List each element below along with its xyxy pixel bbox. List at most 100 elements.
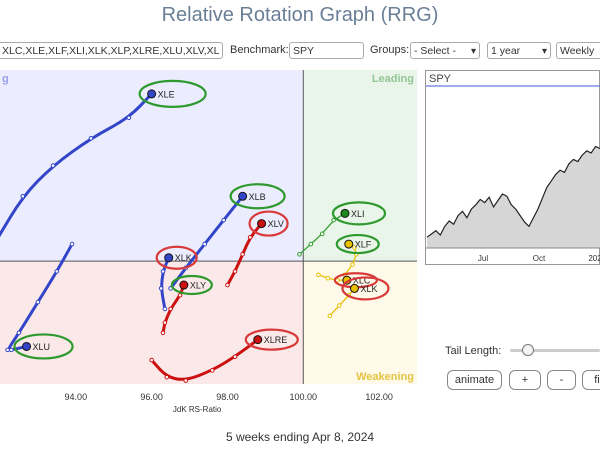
interval-select[interactable]: Weekly xyxy=(556,42,600,59)
mini-x-tick-label: Jul xyxy=(478,254,488,263)
lagging-quadrant xyxy=(0,261,304,384)
tail-xle xyxy=(0,92,154,238)
highlight-ring-xlre xyxy=(244,328,299,351)
page-title: Relative Rotation Graph (RRG) xyxy=(161,4,439,26)
tail-xlp xyxy=(329,287,356,317)
tail-length-label: Tail Length: xyxy=(445,345,502,357)
label-xlp: XLK xyxy=(360,284,377,294)
tail-point-xly xyxy=(162,320,168,325)
x-tick-label: 102.00 xyxy=(365,392,393,402)
marker-xlk: XLK xyxy=(155,245,198,270)
tail-point-xly xyxy=(168,306,173,312)
animate-button[interactable]: animate xyxy=(447,370,502,390)
tail-point-xle xyxy=(126,115,132,121)
tail-point-xlre xyxy=(209,368,215,373)
tail-length-slider-track[interactable] xyxy=(510,349,600,352)
marker-xle: XLE xyxy=(138,79,207,108)
head-point-xlv xyxy=(257,219,267,229)
label-xlf: XLF xyxy=(355,240,372,250)
minus-button[interactable]: - xyxy=(547,370,576,390)
head-point-xlf xyxy=(344,239,354,249)
tail-xlc xyxy=(317,274,348,281)
tail-point-xlf xyxy=(352,245,357,250)
mini-x-tick-label: Oct xyxy=(533,254,546,263)
groups-label: Groups: xyxy=(370,44,410,56)
leading-label: Leading xyxy=(372,73,414,85)
tail-point-xlb xyxy=(221,217,226,223)
improving-label: g xyxy=(2,73,9,85)
tail-point-xlre xyxy=(232,354,238,359)
tail-point-xlp xyxy=(336,303,342,308)
highlight-ring-xlf xyxy=(335,233,380,255)
highlight-ring-xli xyxy=(331,201,387,226)
tail-point-xlu xyxy=(54,269,60,274)
marker-xlu: XLU xyxy=(13,333,74,360)
tail-point-xlf xyxy=(350,262,355,267)
label-xlu: XLU xyxy=(33,342,51,352)
x-axis: 94.00 96.00 98.00 100.00 102.00 JdK RS-Ratio xyxy=(65,392,393,414)
fit-button[interactable]: fi xyxy=(582,370,600,390)
benchmark-price-chart: SPY Jul Oct 202 xyxy=(425,70,600,265)
tail-point-xlu xyxy=(69,241,75,247)
weakening-label: Weakening xyxy=(356,371,414,383)
tail-point-xly xyxy=(177,292,183,298)
plus-button[interactable]: + xyxy=(509,370,541,390)
tail-point-xli xyxy=(319,231,325,237)
tail-point-xlv xyxy=(247,234,253,240)
tail-point-xlk xyxy=(162,306,168,312)
tail-point-xlv xyxy=(240,252,245,257)
symbols-input[interactable]: XLC,XLE,XLF,XLI,XLK,XLP,XLRE,XLU,XLV,XL xyxy=(0,42,223,59)
highlight-ring-xle xyxy=(138,79,207,108)
tail-point-xli xyxy=(308,241,314,247)
groups-select[interactable]: - Select - xyxy=(410,42,480,59)
tail-point-xlc xyxy=(316,272,321,278)
tail-point-xlc xyxy=(325,275,331,281)
label-xly: XLY xyxy=(190,281,206,291)
head-point-xlu xyxy=(22,341,32,351)
tail-point-xlp xyxy=(327,313,333,319)
marker-xlre: XLRE xyxy=(244,328,299,351)
highlight-ring-xlv xyxy=(248,210,289,237)
period-select[interactable]: 1 year xyxy=(487,42,551,59)
tail-point-xlk xyxy=(160,269,166,274)
tail-point-xle xyxy=(20,193,26,199)
label-xlc: XLC xyxy=(353,276,371,286)
mini-chart-symbol: SPY xyxy=(429,73,452,85)
head-point-xlb xyxy=(238,191,248,201)
label-xlre: XLRE xyxy=(264,335,288,345)
head-point-xlre xyxy=(253,335,263,345)
highlight-ring-xlu xyxy=(13,333,74,360)
rrg-chart: Leading Weakening g XLE XLU XLB XLK XLY XLV XLRE X… xyxy=(0,70,417,384)
tail-point-xlv xyxy=(232,269,238,274)
price-area xyxy=(427,146,600,248)
head-point-xlp xyxy=(349,283,359,293)
tail-point-xlk xyxy=(158,286,164,291)
x-tick-label: 100.00 xyxy=(290,392,318,402)
tail-point-xle xyxy=(88,135,94,141)
label-xle: XLE xyxy=(158,89,175,99)
date-range-caption: 5 weeks ending Apr 8, 2024 xyxy=(225,430,375,444)
tail-point-xlu xyxy=(16,330,22,336)
tail-point-xlre xyxy=(164,374,170,380)
marker-xli: XLI xyxy=(331,201,387,226)
highlight-ring-xlk xyxy=(155,245,198,270)
weakening-quadrant xyxy=(303,261,417,384)
tail-length-slider-handle[interactable] xyxy=(522,344,534,356)
x-tick-label: 94.00 xyxy=(65,392,88,402)
highlight-ring-xlp xyxy=(341,276,390,301)
tail-xlre xyxy=(150,338,260,381)
tail-point-xlv xyxy=(225,282,230,288)
marker-xlf: XLF xyxy=(335,233,380,255)
benchmark-input[interactable]: SPY xyxy=(289,42,364,59)
tail-point-xlre xyxy=(149,357,154,363)
label-xli: XLI xyxy=(351,209,365,219)
benchmark-label: Benchmark: xyxy=(230,44,289,56)
x-tick-label: 98.00 xyxy=(216,392,239,402)
tail-point-xlb xyxy=(202,241,208,247)
tail-point-xlu xyxy=(5,347,10,353)
label-xlb: XLB xyxy=(249,192,266,202)
x-axis-title: JdK RS-Ratio xyxy=(173,405,222,414)
tail-point-xlre xyxy=(183,378,189,383)
highlight-ring-xly xyxy=(170,274,213,296)
marker-xlv: XLV xyxy=(248,210,289,237)
